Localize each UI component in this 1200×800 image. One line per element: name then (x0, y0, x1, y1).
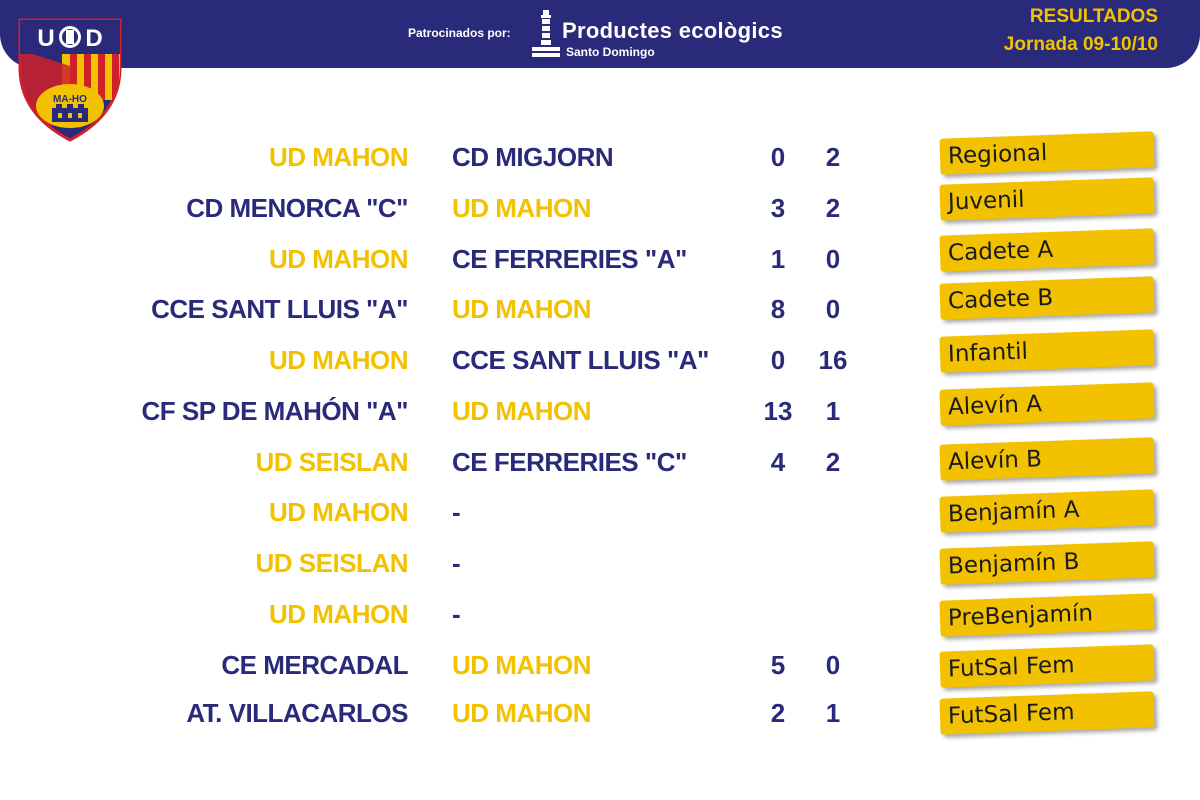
away-team: UD MAHON (452, 396, 592, 426)
home-score: 4 (770, 447, 786, 477)
home-team: CCE SANT LLUIS "A" (151, 294, 408, 324)
match-row: UD SEISLAN - (0, 544, 1200, 584)
away-team: CCE SANT LLUIS "A" (452, 345, 709, 375)
category-label: FutSal Fem (947, 699, 1075, 730)
category-tag: FutSal Fem (939, 691, 1155, 735)
category-tag: PreBenjamín (939, 593, 1155, 637)
away-score: 0 (825, 650, 841, 680)
away-score: 16 (818, 345, 848, 375)
match-row: UD SEISLAN CE FERRERIES "C" 4 2 (0, 443, 1200, 483)
category-tag: Benjamín A (939, 489, 1155, 533)
header-bar: Patrocinados por: Productes ecològics Sa… (0, 0, 1200, 68)
match-row: UD MAHON - (0, 595, 1200, 635)
category-label: FutSal Fem (947, 652, 1075, 683)
category-tag: Regional (939, 131, 1155, 175)
away-team: UD MAHON (452, 193, 592, 223)
home-team: UD MAHON (269, 142, 409, 172)
home-team: UD SEISLAN (255, 447, 409, 477)
category-label: PreBenjamín (947, 600, 1094, 632)
sponsor-name: Productes ecològics (562, 18, 783, 43)
category-label: Benjamín B (947, 548, 1080, 580)
category-tag: Cadete B (939, 276, 1155, 320)
away-team: CE FERRERIES "A" (452, 244, 687, 274)
away-score: 0 (825, 294, 841, 324)
sponsor-subtitle: Santo Domingo (566, 45, 655, 59)
away-team: CD MIGJORN (452, 142, 614, 172)
match-row: UD MAHON CE FERRERIES "A" 1 0 (0, 240, 1200, 280)
away-team: UD MAHON (452, 698, 592, 728)
category-tag: FutSal Fem (939, 644, 1155, 688)
crest-city: MA-HO (53, 94, 87, 105)
match-row: CF SP DE MAHÓN "A" UD MAHON 13 1 (0, 392, 1200, 432)
match-row: UD MAHON CD MIGJORN 0 2 (0, 138, 1200, 178)
lighthouse-icon (532, 10, 560, 57)
sponsor-label: Patrocinados por: (408, 26, 511, 40)
crest-letter-u: U (37, 25, 54, 52)
home-team: UD MAHON (269, 497, 409, 527)
away-score: 2 (825, 447, 841, 477)
away-team: - (452, 548, 461, 578)
crest-letter-d: D (85, 25, 102, 52)
category-label: Alevín A (947, 391, 1043, 421)
category-tag: Alevín B (939, 437, 1155, 481)
away-score: 0 (825, 244, 841, 274)
match-row: UD MAHON CCE SANT LLUIS "A" 0 16 (0, 341, 1200, 381)
category-label: Cadete B (947, 284, 1054, 315)
home-team: CF SP DE MAHÓN "A" (141, 396, 408, 426)
category-tag: Cadete A (939, 228, 1155, 272)
home-team: AT. VILLACARLOS (186, 698, 408, 728)
round-label: Jornada 09-10/10 (1003, 34, 1158, 55)
home-team: UD MAHON (269, 599, 409, 629)
away-team: UD MAHON (452, 650, 592, 680)
away-score: 2 (825, 193, 841, 223)
away-team: - (452, 497, 461, 527)
home-score: 13 (763, 396, 793, 426)
home-team: UD MAHON (269, 345, 409, 375)
match-row: CCE SANT LLUIS "A" UD MAHON 8 0 (0, 290, 1200, 330)
match-row: AT. VILLACARLOS UD MAHON 2 1 (0, 694, 1200, 734)
category-label: Benjamín A (947, 496, 1080, 528)
match-row: UD MAHON - (0, 493, 1200, 533)
away-team: CE FERRERIES "C" (452, 447, 687, 477)
away-team: - (452, 599, 461, 629)
category-label: Cadete A (947, 236, 1054, 267)
category-tag: Benjamín B (939, 541, 1155, 585)
match-row: CE MERCADAL UD MAHON 5 0 (0, 646, 1200, 686)
home-team: UD MAHON (269, 244, 409, 274)
category-tag: Infantil (939, 329, 1155, 373)
category-label: Regional (947, 139, 1048, 170)
home-score: 0 (770, 142, 786, 172)
home-team: CE MERCADAL (221, 650, 408, 680)
away-score: 2 (825, 142, 841, 172)
away-score: 1 (825, 396, 841, 426)
category-tag: Alevín A (939, 382, 1155, 426)
category-label: Juvenil (947, 186, 1025, 216)
away-score: 1 (825, 698, 841, 728)
category-label: Alevín B (947, 446, 1043, 476)
category-label: Infantil (947, 338, 1029, 368)
category-tag: Juvenil (939, 177, 1155, 221)
home-score: 1 (770, 244, 786, 274)
home-team: UD SEISLAN (255, 548, 409, 578)
club-crest-logo: U D MA-HO (18, 18, 122, 142)
home-team: CD MENORCA "C" (186, 193, 408, 223)
home-score: 2 (770, 698, 786, 728)
home-score: 8 (770, 294, 786, 324)
home-score: 3 (770, 193, 786, 223)
match-row: CD MENORCA "C" UD MAHON 3 2 (0, 189, 1200, 229)
away-team: UD MAHON (452, 294, 592, 324)
home-score: 0 (770, 345, 786, 375)
page-title: RESULTADOS (1029, 6, 1158, 27)
home-score: 5 (770, 650, 786, 680)
